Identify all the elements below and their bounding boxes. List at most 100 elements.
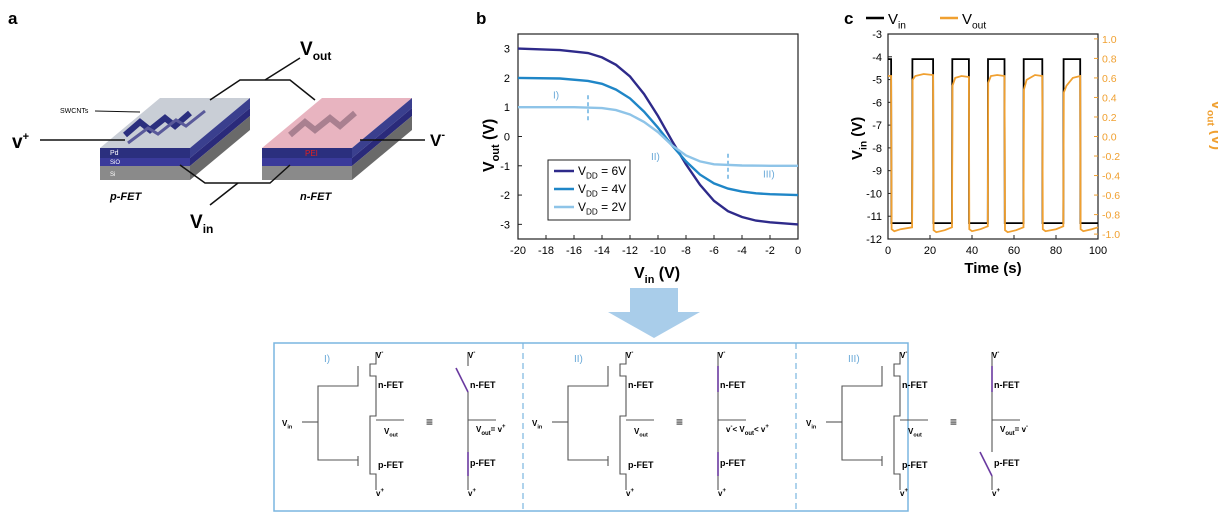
y2-tick-label: -0.6 xyxy=(1102,190,1120,202)
switch-nfet-label: n-FET xyxy=(720,380,746,390)
switch-top-open xyxy=(455,367,469,393)
x-tick-label: -14 xyxy=(594,245,610,257)
x-tick-label: 20 xyxy=(924,245,936,257)
nfet-label: n-FET xyxy=(378,380,404,390)
gate-wire-bottom xyxy=(841,422,882,461)
vout-wire xyxy=(209,79,316,101)
region-label: II) xyxy=(574,354,583,365)
y-tick-label: -2 xyxy=(500,190,510,202)
switch-pfet-label: p-FET xyxy=(470,458,496,468)
output-node xyxy=(619,400,627,490)
x-axis-label: Vin (V) xyxy=(634,265,680,286)
gate-wire-top xyxy=(567,376,609,422)
pfet-sio2-layer xyxy=(100,158,190,166)
svg-text:Vout: Vout xyxy=(962,11,986,32)
panel-letter-b: b xyxy=(476,9,486,28)
series-line xyxy=(888,73,1099,234)
svg-text:V-: V- xyxy=(376,350,383,360)
panel-a: a Pd SiO Si PEI xyxy=(8,9,445,236)
vin-label: Vin xyxy=(190,212,213,236)
equivalence-sign: ≡ xyxy=(676,415,683,429)
y2-tick-label: 0.0 xyxy=(1102,132,1117,144)
vout-label: Vout xyxy=(300,39,331,63)
sio2-label: SiO xyxy=(110,160,120,166)
pfet-caption: p-FET xyxy=(109,191,142,203)
region-annotation: III) xyxy=(763,170,775,181)
switch-vdd: V- xyxy=(992,350,999,360)
y-tick-label: 3 xyxy=(504,44,510,56)
chart-b-vtc: -20 -18 -16 -14 -12 -10 -8 -6 -4 -2 0-3-2-10123I)I… xyxy=(481,33,801,286)
panel-letter-c: c xyxy=(844,9,853,28)
svg-text:v+: v+ xyxy=(376,488,384,498)
switch-vss: v+ xyxy=(468,488,476,498)
pfet-label: p-FET xyxy=(902,460,928,470)
pei-label: PEI xyxy=(305,149,318,158)
gate-wire-top xyxy=(841,376,883,422)
region-label: I) xyxy=(324,354,330,365)
x-axis-label: Time (s) xyxy=(964,260,1021,277)
x-tick-label: 0 xyxy=(795,245,801,257)
y-tick-label: 0 xyxy=(504,132,510,144)
y-tick-label: -5 xyxy=(872,75,882,87)
switch-vss: v+ xyxy=(992,488,1000,498)
svg-text:Vout: Vout xyxy=(908,427,922,438)
y2-tick-label: 0.2 xyxy=(1102,112,1117,124)
y2-tick-label: 0.4 xyxy=(1102,92,1117,104)
svg-text:VDD = 4V: VDD = 4V xyxy=(578,182,626,199)
y-tick-label: 1 xyxy=(504,102,510,114)
pd-label: Pd xyxy=(110,150,119,157)
y2-tick-label: -0.4 xyxy=(1102,171,1120,183)
svg-text:V-: V- xyxy=(626,350,633,360)
equivalence-sign: ≡ xyxy=(426,415,433,429)
svg-text:Vin: Vin xyxy=(282,419,292,430)
pfet-label: p-FET xyxy=(378,460,404,470)
y-tick-label: -1 xyxy=(500,161,510,173)
circuit-region: III) V-v+ n-FET p-FET Vin Vout ≡ n-FET p-FET V-v+… xyxy=(806,350,1028,498)
x-tick-label: 100 xyxy=(1089,245,1107,257)
svg-text:Vout: Vout xyxy=(384,427,398,438)
svg-text:VDD = 2V: VDD = 2V xyxy=(578,200,626,217)
y-tick-label: -11 xyxy=(867,211,882,223)
y-tick-label: -3 xyxy=(500,219,510,231)
switch-vdd: V- xyxy=(718,350,725,360)
gate-wire-bottom xyxy=(317,422,358,461)
region-annotation: II) xyxy=(651,152,660,163)
nfet-channel-layer xyxy=(262,148,352,158)
pfet-electrodes xyxy=(123,110,192,138)
pfet-label: p-FET xyxy=(628,460,654,470)
region-annotation: I) xyxy=(553,90,559,101)
circuit-region: I) V-v+ n-FET p-FET Vin Vout ≡ n-FET p-FET V-v+ Vo… xyxy=(282,350,506,498)
panel-letter-a: a xyxy=(8,9,18,28)
y-tick-label: 2 xyxy=(504,73,510,85)
y-tick-label: -4 xyxy=(872,52,882,64)
y2-tick-label: 1.0 xyxy=(1102,34,1117,46)
pfet-si-layer xyxy=(100,166,190,180)
y-tick-label: -9 xyxy=(872,166,882,178)
svg-text:Vout: Vout xyxy=(634,427,648,438)
output-relation: v-< Vout< v+ xyxy=(726,424,769,437)
y-tick-label: -3 xyxy=(872,29,882,41)
nfet-caption: n-FET xyxy=(300,191,332,203)
chart-c-switching: 0 20 40 60 80 100 -12 -11 -10 -9 -8 -7 -6 -5 -4 -3 -1.0 -… xyxy=(849,11,1218,277)
vplus-label: v+ xyxy=(12,131,29,153)
nfet-device: PEI xyxy=(262,98,412,180)
y-tick-label: -8 xyxy=(872,143,882,155)
y-tick-label: -12 xyxy=(866,234,882,246)
y-axis-label: Vout (V) xyxy=(481,119,502,172)
y2-axis-label: Vout (V) xyxy=(1205,100,1218,150)
switch-vdd: V- xyxy=(468,350,475,360)
output-node xyxy=(893,400,901,490)
legend: Vin Vout xyxy=(866,11,986,32)
x-tick-label: -20 xyxy=(510,245,526,257)
x-tick-label: -2 xyxy=(765,245,775,257)
y2-tick-label: 0.8 xyxy=(1102,53,1117,65)
series-line xyxy=(517,47,799,226)
nfet-electrodes xyxy=(288,110,357,138)
svg-text:V-: V- xyxy=(900,350,907,360)
x-tick-label: 40 xyxy=(966,245,978,257)
y-tick-label: -6 xyxy=(872,97,882,109)
output-relation: Vout= v+ xyxy=(476,424,506,437)
gate-wire-bottom xyxy=(567,422,608,461)
swcnts-label: SWCNTs xyxy=(60,108,89,115)
